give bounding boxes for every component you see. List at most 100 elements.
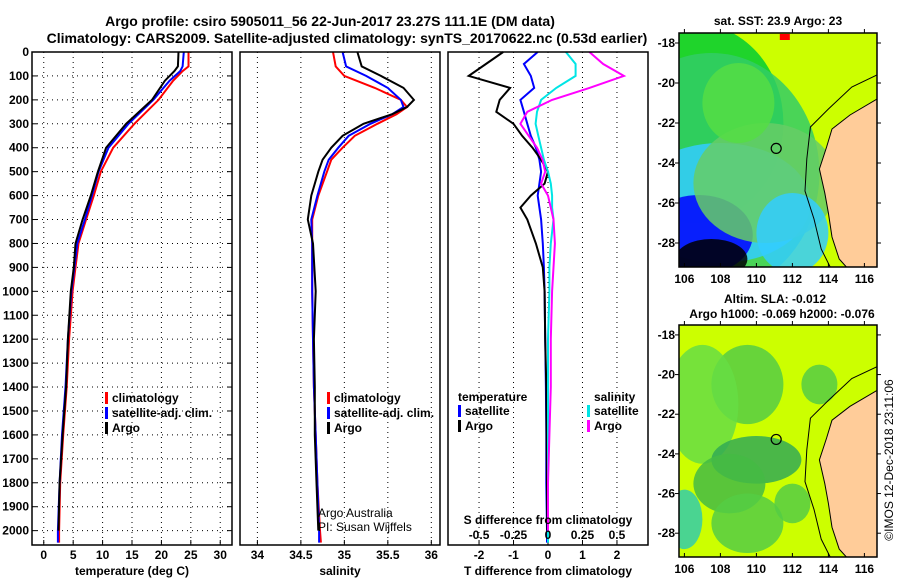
float-position-marker xyxy=(770,142,782,154)
legend-label: Argo xyxy=(594,419,622,433)
y-tick-label: 700 xyxy=(9,213,29,227)
sst-map-panel: 106 108 110 112 114 116 -18 -20 -22 -24 -26 -28 sat.… xyxy=(658,14,881,286)
x-tick-label: 36 xyxy=(425,548,439,562)
x-axis-label: salinity xyxy=(319,564,361,578)
map-y-tick-label: -18 xyxy=(658,328,676,342)
y-tick-label: 1500 xyxy=(2,404,29,418)
australia-landmass xyxy=(818,389,877,557)
map-x-tick-label: 116 xyxy=(855,272,875,286)
y-tick-label: 200 xyxy=(9,93,29,107)
field-patch xyxy=(679,344,739,464)
map-y-tick-label: -20 xyxy=(658,368,676,382)
y-tick-label: 600 xyxy=(9,189,29,203)
plot-frame xyxy=(447,51,649,546)
y-tick-label: 1300 xyxy=(2,356,29,370)
imos-watermark: ©IMOS 12-Dec-2018 23:11:06 xyxy=(882,379,896,541)
y-tick-label: 400 xyxy=(9,141,29,155)
map-field xyxy=(679,325,877,557)
y-tick-label: 500 xyxy=(9,165,29,179)
x2-axis-label: S difference from climatology xyxy=(464,513,633,527)
sla-map-subtitle: Argo h1000: -0.069 h2000: -0.076 xyxy=(689,307,875,321)
series-line-argo xyxy=(57,51,180,531)
x-axis-label: temperature (deg C) xyxy=(75,564,189,578)
y-tick-label: 1800 xyxy=(2,476,29,490)
y-tick-label: 0 xyxy=(22,45,29,59)
map-x-tick-label: 116 xyxy=(855,562,875,576)
field-patch xyxy=(679,489,703,550)
map-x-tick-label: 112 xyxy=(783,562,803,576)
legend-swatch xyxy=(327,422,330,434)
x-tick-label: -1 xyxy=(508,548,519,562)
sla-map-panel: 106 108 110 112 114 116 -18 -20 -22 -24 -26 -28 Alti… xyxy=(658,292,881,576)
series-line-argo xyxy=(306,51,416,531)
x2-tick-label: 0.25 xyxy=(571,528,595,542)
x-tick-label: 2 xyxy=(614,548,621,562)
map-y-tick-label: -24 xyxy=(658,156,676,170)
legend-swatch xyxy=(105,392,108,404)
map-x-tick-label: 114 xyxy=(819,272,839,286)
y-tick-label: 1000 xyxy=(2,284,29,298)
legend-label: satellite xyxy=(594,404,639,418)
x-tick-label: 20 xyxy=(155,548,169,562)
map-x-tick-label: 110 xyxy=(747,562,767,576)
sst-map-title: sat. SST: 23.9 Argo: 23 xyxy=(714,14,843,28)
map-y-tick-label: -26 xyxy=(658,487,676,501)
plot-frame xyxy=(31,51,233,546)
x2-tick-label: 0 xyxy=(545,528,552,542)
x-tick-label: 25 xyxy=(184,548,198,562)
y-tick-label: 100 xyxy=(9,69,29,83)
figure-title-line1: Argo profile: csiro 5905011_56 22-Jun-20… xyxy=(105,13,555,29)
field-patch xyxy=(702,63,775,143)
y-tick-label: 1200 xyxy=(2,332,29,346)
y-tick-label: 2000 xyxy=(2,524,29,538)
y-tick-label: 900 xyxy=(9,260,29,274)
series-line-satellite-adj-clim- xyxy=(310,51,405,543)
legend-label: climatology xyxy=(334,391,401,405)
float-position-marker xyxy=(770,433,782,446)
x-tick-label: 35 xyxy=(338,548,352,562)
map-frame xyxy=(678,324,878,558)
legend-swatch xyxy=(105,422,108,434)
legend-swatch xyxy=(327,407,330,419)
map-y-tick-label: -28 xyxy=(658,236,676,250)
legend-swatch xyxy=(587,405,590,417)
x-tick-label: 35.5 xyxy=(376,548,400,562)
x-tick-label: 0 xyxy=(545,548,552,562)
x-tick-label: -2 xyxy=(474,548,485,562)
map-x-tick-label: 110 xyxy=(747,272,767,286)
legend-swatch xyxy=(105,407,108,419)
y-tick-label: 300 xyxy=(9,117,29,131)
x-tick-label: 0 xyxy=(40,548,47,562)
map-y-tick-label: -20 xyxy=(658,76,676,90)
australia-landmass xyxy=(818,98,877,267)
series-line-satellite-adj-clim- xyxy=(56,51,185,543)
x-axis-label: T difference from climatology xyxy=(464,564,632,578)
field-patch xyxy=(774,483,811,524)
map-x-tick-label: 114 xyxy=(819,562,839,576)
series-line-temperature-argo xyxy=(466,51,550,531)
series-line-temperature-satellite xyxy=(519,51,548,543)
map-x-tick-label: 106 xyxy=(674,272,694,286)
legend-label: satellite-adj. clim. xyxy=(334,406,434,420)
map-x-tick-label: 106 xyxy=(674,562,694,576)
x-tick-label: 1 xyxy=(579,548,586,562)
figure-title-line2: Climatology: CARS2009. Satellite-adjuste… xyxy=(47,30,648,46)
plot-frame xyxy=(239,51,441,546)
legend-label: climatology xyxy=(112,391,179,405)
map-frame xyxy=(678,32,878,268)
legend-label: Argo xyxy=(465,419,493,433)
map-field xyxy=(679,33,877,267)
series-line-salinity-satellite xyxy=(534,51,577,543)
credit-line1: Argo Australia xyxy=(318,506,393,520)
x2-tick-label: -0.25 xyxy=(500,528,528,542)
x-tick-label: 10 xyxy=(96,548,110,562)
legend-swatch xyxy=(587,420,590,432)
y-tick-label: 1400 xyxy=(2,380,29,394)
legend-swatch xyxy=(327,392,330,404)
legend-heading-salinity: salinity xyxy=(594,390,636,404)
temperature-profile-panel: 0100200300400500600700800900100011001200… xyxy=(2,45,233,578)
map-x-tick-label: 112 xyxy=(783,272,803,286)
bathymetry-contour xyxy=(804,366,877,557)
field-patch xyxy=(801,364,838,405)
